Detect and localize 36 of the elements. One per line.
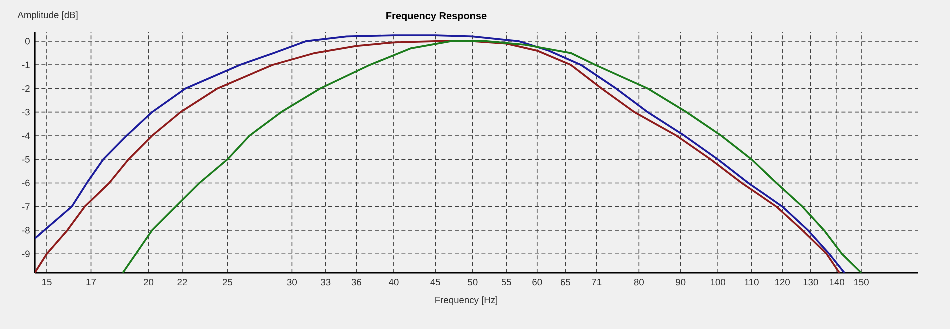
y-tick-label: -8 <box>22 227 30 234</box>
x-tick-label: 80 <box>634 279 644 286</box>
x-tick-label: 33 <box>321 279 331 286</box>
x-tick-label: 120 <box>776 279 790 286</box>
y-axis-title: Amplitude [dB] <box>18 12 78 20</box>
x-tick-label: 60 <box>532 279 542 286</box>
x-tick-label: 90 <box>676 279 686 286</box>
x-tick-label: 140 <box>830 279 845 286</box>
x-tick-label: 25 <box>222 279 232 286</box>
y-tick-label: -2 <box>22 85 30 92</box>
x-tick-label: 130 <box>804 279 818 286</box>
y-tick-label: 0 <box>25 38 30 45</box>
x-tick-label: 71 <box>592 279 602 286</box>
x-tick-label: 15 <box>42 279 52 286</box>
x-tick-label: 30 <box>287 279 298 286</box>
x-tick-label: 22 <box>178 279 188 286</box>
y-tick-label: -7 <box>22 204 30 210</box>
x-tick-label: 100 <box>711 279 726 286</box>
x-tick-label: 36 <box>352 279 362 286</box>
y-tick-label: -1 <box>22 62 30 68</box>
y-tick-label: -4 <box>22 132 30 140</box>
y-tick-label: -6 <box>22 180 30 187</box>
x-tick-label: 40 <box>388 279 399 286</box>
chart-title: Frequency Response <box>386 12 487 22</box>
x-tick-label: 20 <box>144 279 154 286</box>
x-tick-label: 45 <box>430 279 440 286</box>
y-tick-label: -9 <box>22 250 30 258</box>
x-tick-label: 17 <box>86 279 96 286</box>
y-tick-label: -5 <box>22 156 30 163</box>
x-tick-label: 65 <box>560 279 570 286</box>
x-tick-label: 150 <box>854 279 869 286</box>
x-tick-label: 50 <box>468 279 478 286</box>
x-axis-title: Frequency [Hz] <box>436 296 498 306</box>
x-tick-label: 55 <box>502 279 512 286</box>
x-tick-label: 110 <box>745 279 759 286</box>
y-tick-label: -3 <box>22 109 30 116</box>
